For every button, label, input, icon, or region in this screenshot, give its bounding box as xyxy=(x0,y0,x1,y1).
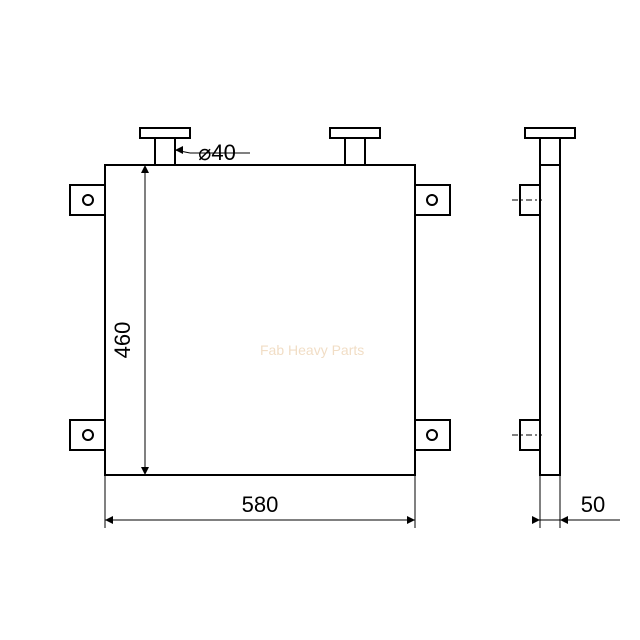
bracket-1 xyxy=(415,185,450,215)
bracket-3 xyxy=(415,420,450,450)
bracket-2 xyxy=(70,420,105,450)
port-cap-1 xyxy=(330,128,380,138)
bracket-hole-0 xyxy=(83,195,93,205)
port-stem-0 xyxy=(155,138,175,165)
drawing-canvas: 580 460 50 ⌀40 xyxy=(0,0,640,640)
port-stem-1 xyxy=(345,138,365,165)
bracket-hole-3 xyxy=(427,430,437,440)
bracket-hole-2 xyxy=(83,430,93,440)
dim-50: 50 xyxy=(581,492,605,517)
bracket-hole-1 xyxy=(427,195,437,205)
side-stem xyxy=(540,138,560,165)
front-body xyxy=(105,165,415,475)
dim-580: 580 xyxy=(242,492,279,517)
port-cap-0 xyxy=(140,128,190,138)
side-cap xyxy=(525,128,575,138)
side-body xyxy=(540,165,560,475)
dim-diameter-40: ⌀40 xyxy=(198,140,236,165)
dim-460: 460 xyxy=(110,322,135,359)
bracket-0 xyxy=(70,185,105,215)
